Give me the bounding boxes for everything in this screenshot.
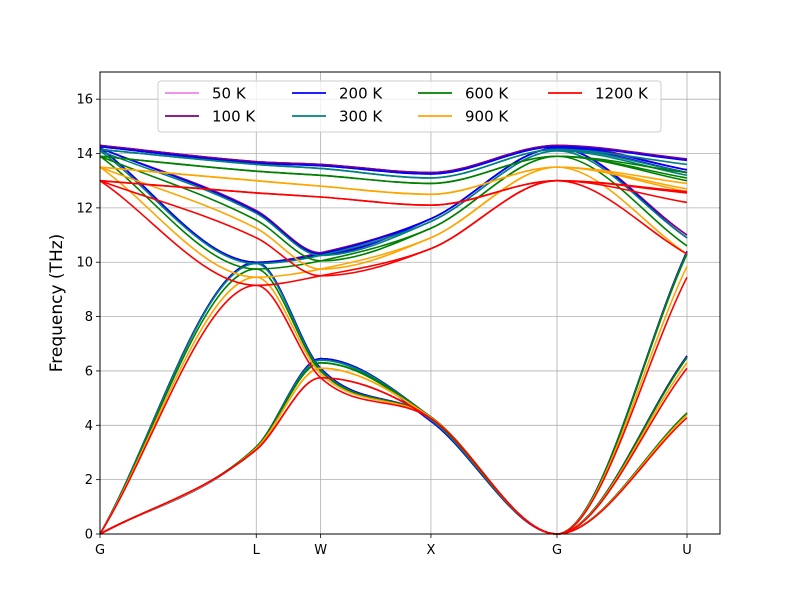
phonon-branch-line (99, 155, 688, 185)
phonon-branch-line (99, 179, 688, 287)
x-tick-label: W (314, 543, 327, 558)
phonon-branch-line (99, 265, 688, 535)
legend: 50 K 100 K 200 K 300 K 600 K 900 K 1200 K (157, 80, 662, 133)
legend-label: 50 K (212, 85, 247, 103)
phonon-branch-line (99, 166, 688, 278)
y-tick-label: 2 (85, 473, 93, 488)
x-tick-label: X (426, 543, 435, 558)
x-tick-label: G (95, 543, 105, 558)
y-tick-label: 14 (76, 147, 93, 162)
x-tick-label: L (253, 543, 261, 558)
phonon-branch-line (99, 155, 688, 270)
legend-box (157, 80, 662, 133)
y-tick-label: 0 (85, 528, 93, 543)
phonon-branch-line (99, 150, 688, 257)
phonon-branch-line (99, 276, 688, 535)
y-tick-label: 10 (76, 256, 93, 271)
series-1200k (99, 179, 688, 535)
x-tick-label: G (552, 543, 562, 558)
y-axis-label: Frequency (THz) (47, 234, 67, 373)
y-tick-label: 8 (85, 310, 93, 325)
x-tick-label: U (682, 543, 692, 558)
series-lines (99, 144, 688, 535)
phonon-branch-line (99, 150, 688, 265)
phonon-branch-line (99, 144, 688, 174)
phonon-branch-line (99, 148, 688, 179)
y-tick-label: 12 (76, 201, 93, 216)
phonon-branch-line (99, 179, 688, 206)
y-tick-label: 4 (85, 419, 93, 434)
y-tick-label: 6 (85, 364, 93, 379)
y-axis: 0 2 4 6 8 10 12 14 16 (76, 93, 100, 543)
legend-label: 600 K (465, 85, 509, 103)
phonon-branch-line (99, 147, 688, 264)
plot-frame (99, 71, 721, 535)
legend-label: 300 K (339, 108, 383, 126)
phonon-branch-line (99, 253, 688, 535)
phonon-branch-line (99, 367, 688, 535)
legend-label: 200 K (339, 85, 383, 103)
legend-label: 100 K (212, 108, 256, 126)
legend-label: 900 K (465, 108, 509, 126)
phonon-branch-line (99, 166, 688, 196)
legend-label: 1200 K (595, 85, 649, 103)
y-tick-label: 16 (76, 93, 93, 108)
phonon-branch-line (99, 145, 688, 175)
